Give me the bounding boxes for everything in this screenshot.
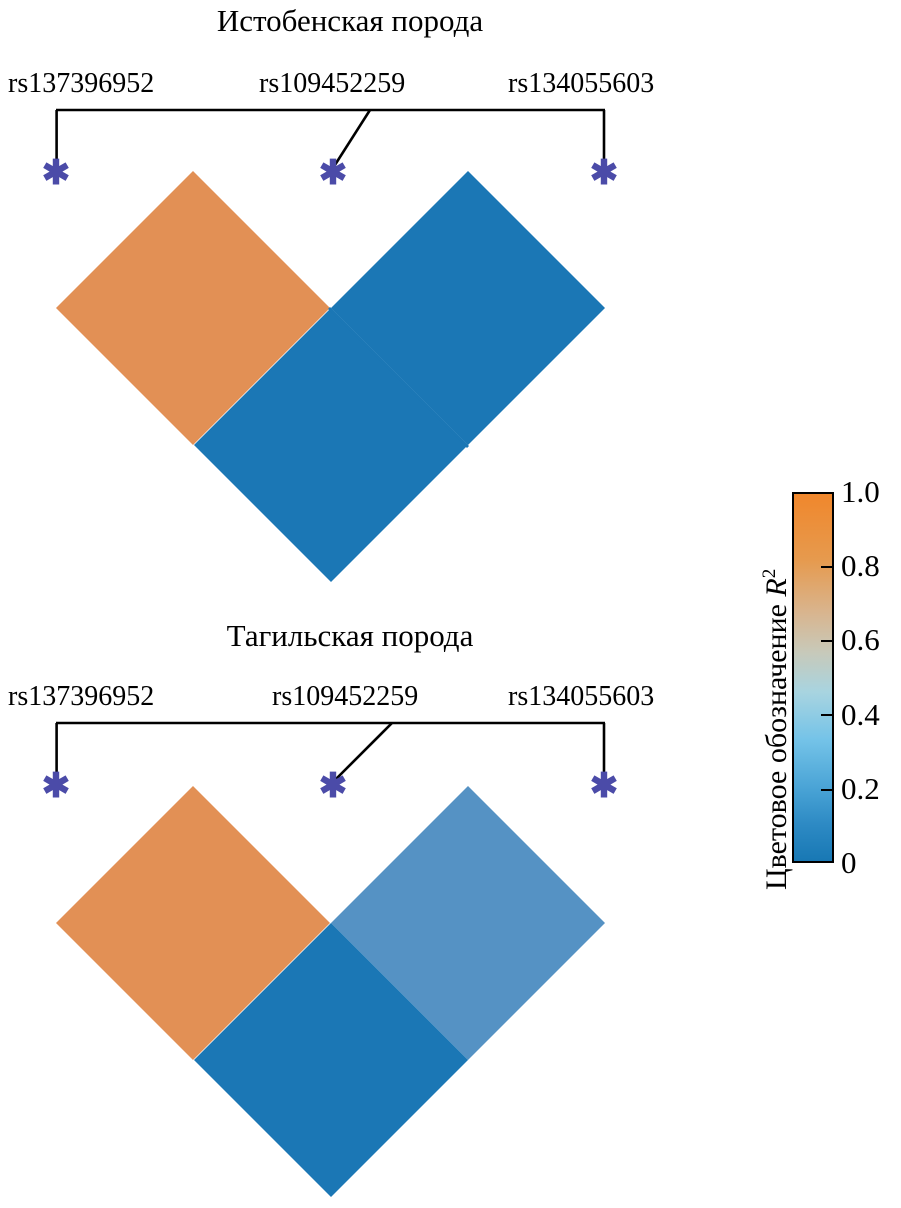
colorbar-axis-label: Цветовое обозначение R2 (759, 569, 794, 890)
colorbar-axis-label-exponent: 2 (759, 568, 780, 579)
panel-2-ld-diagram: ✱ ✱ ✱ (42, 721, 619, 1197)
panel-1-snp-marker-2: ✱ (319, 155, 348, 192)
colorbar-ticklabel-1.0: 1.0 (841, 474, 880, 509)
colorbar-ticklabel-0.6: 0.6 (841, 622, 880, 657)
colorbar-ticklabel-0: 0 (841, 845, 857, 880)
colorbar-ticklabel-0.4: 0.4 (841, 697, 880, 732)
panel-2-cell-1-3 (194, 923, 468, 1197)
panel-1-title: Истобенская порода (216, 3, 484, 38)
panel-2-title: Тагильская порода (226, 618, 474, 653)
panel-1-snp-label-1: rs137396952 (8, 68, 155, 99)
colorbar-axis-label-symbol: R (760, 578, 793, 597)
panel-1-cell-1-2 (56, 171, 330, 445)
panel-2-connector-lines (55, 721, 606, 782)
panel-1-snp-label-3: rs134055603 (508, 68, 655, 99)
panel-2-snp-marker-2: ✱ (319, 768, 348, 805)
panel-2-snp-marker-1: ✱ (42, 768, 71, 805)
panel-2-snp-label-3: rs134055603 (508, 681, 655, 712)
colorbar-ticklabel-0.2: 0.2 (841, 771, 880, 806)
colorbar-gradient (792, 492, 834, 863)
panel-2-snp-label-2: rs109452259 (272, 681, 419, 712)
colorbar-tick-0.2 (821, 789, 834, 791)
panel-1-snp-markers: ✱ ✱ ✱ (42, 155, 619, 192)
colorbar-axis-label-text: Цветовое обозначение (760, 596, 793, 890)
colorbar-tick-0.4 (821, 714, 834, 716)
colorbar-ticklabel-0.8: 0.8 (841, 548, 880, 583)
panel-1-connector-lines (55, 108, 606, 169)
panel-1-snp-marker-3: ✱ (590, 155, 619, 192)
panel-1-snp-marker-1: ✱ (42, 155, 71, 192)
panel-1-cell-seam (328, 307, 469, 448)
panel-1-ld-diagram: ✱ ✱ ✱ (42, 108, 619, 582)
panel-2-connector-leg-2 (333, 722, 393, 782)
panel-1-snp-label-2: rs109452259 (259, 68, 406, 99)
colorbar: Цветовое обозначение R2 1.0 0.8 0.6 0.4 … (735, 470, 901, 890)
panel-2-snp-markers: ✱ ✱ ✱ (42, 768, 619, 805)
panel-2-snp-marker-3: ✱ (590, 768, 619, 805)
colorbar-tick-0.6 (821, 640, 834, 642)
panel-2-snp-label-1: rs137396952 (8, 681, 155, 712)
colorbar-tick-0.8 (821, 566, 834, 568)
panel-2-cell-1-2 (56, 786, 330, 1060)
panel-1-ld-cells (56, 171, 605, 582)
panel-2-ld-cells (56, 786, 605, 1197)
panel-1-connector-leg-2 (331, 109, 372, 169)
